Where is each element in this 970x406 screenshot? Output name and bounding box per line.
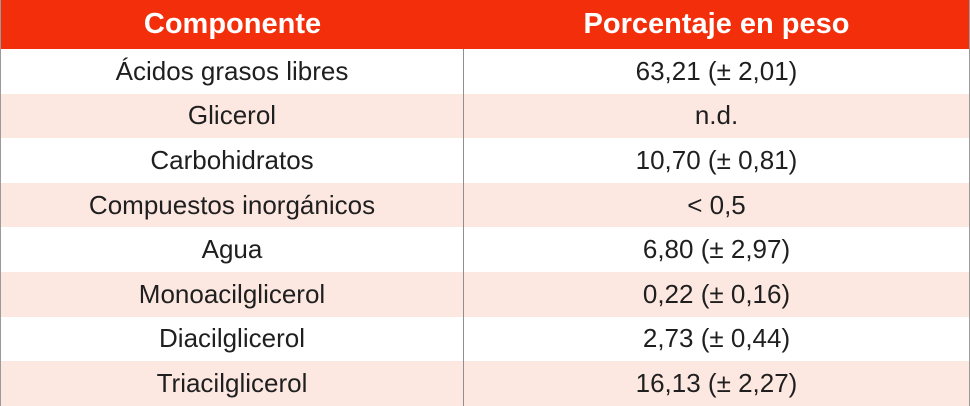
table-row: Compuestos inorgánicos < 0,5 (1, 182, 969, 228)
row-percentage: < 0,5 (687, 189, 746, 220)
row-component: Compuestos inorgánicos (1, 182, 464, 228)
row-percentage: 2,73 (± 0,44) (642, 323, 791, 354)
row-component: Carbohidratos (1, 138, 464, 183)
row-component: Glicerol (1, 93, 464, 139)
row-percentage: n.d. (694, 100, 739, 131)
row-component: Ácidos grasos libres (1, 49, 464, 94)
table-row: Glicerol n.d. (1, 93, 969, 139)
row-component: Agua (1, 227, 464, 272)
header-component: Componente (143, 8, 322, 40)
table-row: Ácidos grasos libres 63,21 (± 2,01) (1, 49, 969, 94)
row-percentage: 6,80 (± 2,97) (642, 234, 791, 265)
table-row: Agua 6,80 (± 2,97) (1, 227, 969, 272)
row-component: Triacilglicerol (1, 361, 464, 406)
table-row: Triacilglicerol 16,13 (± 2,27) (1, 361, 969, 406)
header-percentage: Porcentaje en peso (583, 8, 850, 40)
table-row: Diacilglicerol 2,73 (± 0,44) (1, 316, 969, 362)
row-percentage: 0,22 (± 0,16) (642, 278, 791, 309)
row-component: Diacilglicerol (1, 316, 464, 362)
row-percentage: 10,70 (± 0,81) (635, 144, 798, 175)
table-row: Carbohidratos 10,70 (± 0,81) (1, 138, 969, 183)
row-percentage: 63,21 (± 2,01) (635, 55, 798, 86)
table-header: Componente Porcentaje en peso (1, 0, 969, 49)
row-percentage: 16,13 (± 2,27) (635, 367, 798, 398)
table-row: Monoacilglicerol 0,22 (± 0,16) (1, 271, 969, 317)
row-component: Monoacilglicerol (1, 271, 464, 317)
